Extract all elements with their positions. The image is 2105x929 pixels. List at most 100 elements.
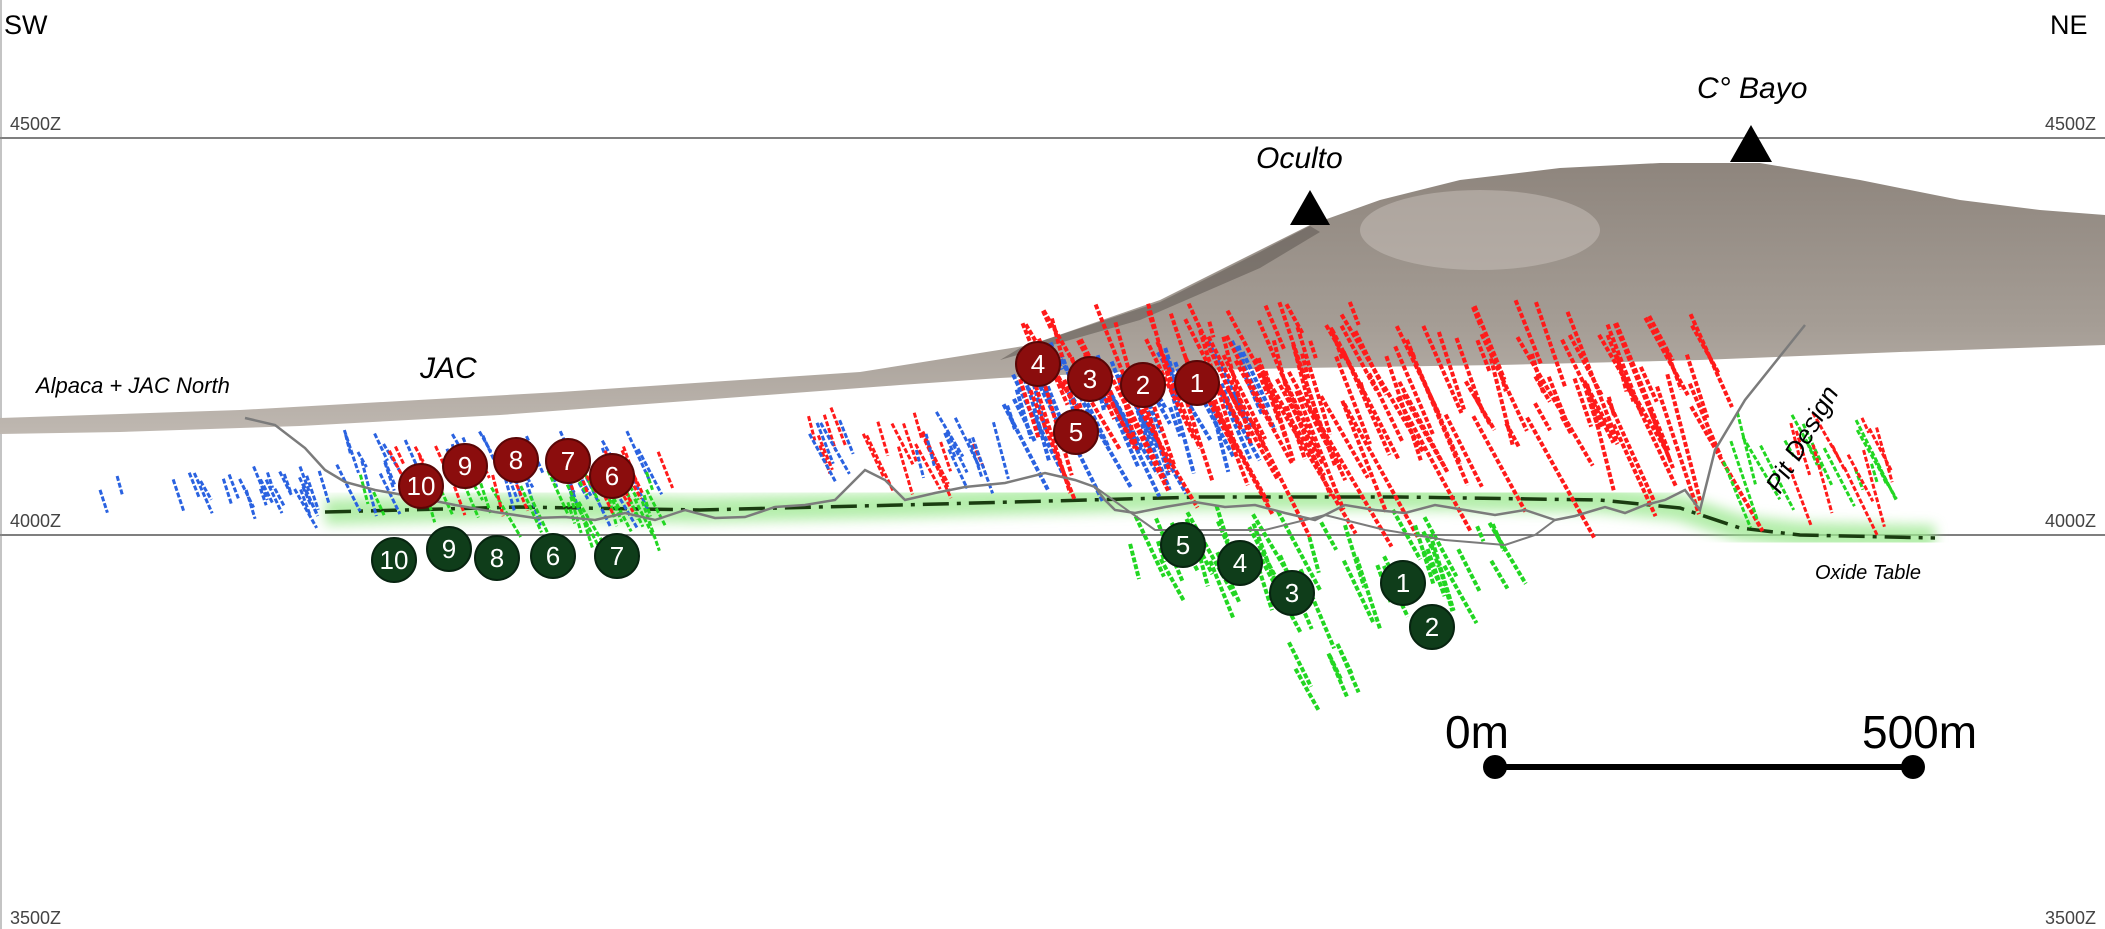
svg-text:3: 3 — [1083, 364, 1097, 394]
svg-text:10: 10 — [407, 471, 436, 501]
drill-trace — [1206, 394, 1231, 473]
drill-trace — [1436, 331, 1466, 411]
drill-trace — [1855, 429, 1898, 500]
drill-trace — [1393, 345, 1435, 435]
drill-trace — [1513, 299, 1544, 366]
drill-trace — [1319, 521, 1338, 551]
oculto-peak-icon — [1290, 190, 1330, 225]
drill-trace — [1310, 409, 1394, 548]
drill-trace — [1422, 516, 1459, 578]
scale-bar-start-cap — [1483, 755, 1507, 779]
drill-trace — [1615, 355, 1629, 392]
drill-trace — [567, 463, 590, 500]
green-marker-1: 1 — [1380, 560, 1426, 606]
drill-trace — [1038, 366, 1070, 437]
green-marker-9: 9 — [426, 526, 472, 572]
drill-trace — [576, 502, 595, 550]
elevation-label-bottom-left: 3500Z — [10, 908, 61, 928]
drill-trace — [298, 465, 311, 492]
drill-trace — [897, 446, 914, 495]
jac-label: JAC — [419, 352, 477, 385]
drill-trace — [1853, 468, 1865, 491]
drill-trace — [1475, 339, 1492, 372]
drill-trace — [1287, 370, 1342, 468]
drill-trace — [1343, 524, 1367, 588]
red-marker-1: 1 — [1174, 360, 1220, 406]
red-marker-5: 5 — [1053, 409, 1099, 455]
drill-trace — [259, 478, 275, 504]
drill-trace — [1300, 353, 1311, 379]
drill-trace — [278, 470, 294, 498]
svg-text:1: 1 — [1190, 368, 1204, 398]
elevation-label-middle-left: 4000Z — [10, 511, 61, 531]
drill-trace — [1805, 442, 1819, 466]
drill-trace — [1394, 325, 1442, 417]
drill-trace — [1606, 398, 1657, 503]
drill-trace — [1208, 560, 1236, 620]
drill-trace — [1347, 301, 1361, 326]
drill-trace — [1429, 544, 1441, 568]
cbayo-peak-icon — [1730, 125, 1772, 162]
drill-trace — [939, 441, 953, 472]
drill-trace — [238, 478, 255, 509]
drill-trace — [1334, 355, 1372, 445]
drill-trace — [1196, 389, 1236, 459]
red-marker-3: 3 — [1067, 356, 1113, 402]
drill-trace — [403, 439, 418, 466]
green-marker-2: 2 — [1409, 604, 1455, 650]
drill-trace — [566, 501, 577, 525]
drill-trace — [358, 474, 370, 505]
green-marker-5: 5 — [1160, 522, 1206, 568]
drill-trace — [1788, 467, 1813, 528]
drill-trace — [1240, 351, 1271, 409]
drill-trace — [266, 471, 275, 489]
drill-trace — [1001, 403, 1051, 492]
drill-trace — [335, 463, 362, 512]
drill-trace — [1367, 372, 1405, 443]
drill-trace — [807, 415, 817, 441]
drill-trace — [1475, 525, 1486, 543]
drill-trace — [1263, 304, 1287, 351]
drill-trace — [383, 462, 396, 492]
drill-trace — [356, 451, 368, 468]
drill-trace — [115, 475, 124, 496]
drill-trace — [1261, 374, 1281, 421]
elevation-label-bottom-right: 3500Z — [2045, 908, 2096, 928]
drill-trace — [383, 459, 397, 487]
elevation-label-top-left: 4500Z — [10, 114, 61, 134]
drill-trace — [1471, 306, 1483, 328]
drill-trace — [1534, 301, 1568, 388]
drill-trace — [1128, 543, 1141, 580]
drill-trace — [1626, 385, 1678, 488]
drill-trace — [273, 487, 286, 508]
green-marker-7: 7 — [594, 533, 640, 579]
drill-trace — [1789, 422, 1802, 460]
drill-trace — [1005, 404, 1017, 430]
drill-trace — [1307, 536, 1321, 574]
drill-trace — [1339, 324, 1379, 392]
drill-trace — [838, 419, 855, 455]
drill-trace — [1028, 389, 1077, 501]
direction-label-ne: NE — [2050, 10, 2088, 40]
oculto-label: Oculto — [1256, 142, 1343, 175]
drill-trace — [1354, 556, 1382, 630]
red-marker-9: 9 — [442, 443, 488, 489]
drill-trace — [1862, 449, 1886, 528]
drill-trace — [861, 433, 885, 477]
drill-trace — [264, 479, 284, 514]
drill-trace — [477, 476, 492, 514]
drill-trace — [565, 483, 590, 529]
drill-trace — [1442, 564, 1479, 625]
elevation-label-top-right: 4500Z — [2045, 114, 2096, 134]
drill-trace — [1846, 453, 1875, 503]
drill-trace — [1504, 422, 1521, 448]
drill-trace — [394, 445, 406, 466]
drill-trace — [1287, 641, 1313, 688]
drill-trace — [924, 433, 937, 468]
drill-trace — [1340, 400, 1388, 513]
drill-trace — [628, 498, 645, 528]
drill-trace — [1559, 415, 1574, 436]
drill-trace — [491, 474, 505, 517]
drill-trace — [373, 432, 389, 462]
svg-text:7: 7 — [610, 541, 624, 571]
